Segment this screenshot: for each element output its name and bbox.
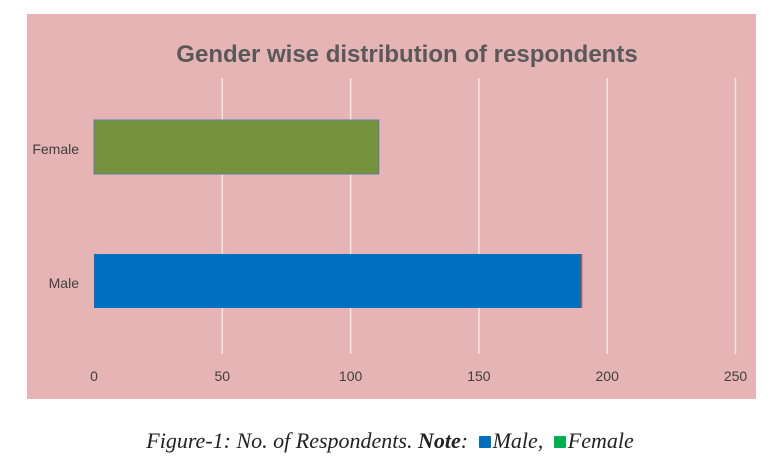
gridlines xyxy=(221,78,737,354)
x-tick-label: 50 xyxy=(215,368,231,384)
legend-swatch-male xyxy=(478,436,491,448)
legend-swatch-female xyxy=(553,436,566,448)
caption-colon: : xyxy=(460,428,469,453)
y-category-label: Female xyxy=(32,141,79,157)
caption-prefix: Figure-1: No. of Respondents. xyxy=(146,428,413,453)
chart-panel: Gender wise distribution of respondents … xyxy=(27,14,756,399)
y-category-label: Male xyxy=(49,275,80,291)
bars xyxy=(93,119,583,308)
legend-label-male: Male xyxy=(492,428,538,453)
axis-labels: 0 50 100 150 200 250 Female Male xyxy=(32,141,747,384)
legend-label-female: Female xyxy=(567,428,634,453)
bar-female xyxy=(93,119,380,175)
x-tick-label: 250 xyxy=(724,368,748,384)
caption-note-label: Note xyxy=(417,428,461,453)
x-tick-label: 0 xyxy=(90,368,98,384)
x-tick-label: 150 xyxy=(467,368,491,384)
legend-separator: , xyxy=(537,428,544,453)
chart-title: Gender wise distribution of respondents xyxy=(176,41,637,68)
figure-caption: Figure-1: No. of Respondents. Note: Male… xyxy=(0,428,780,454)
bar-male xyxy=(94,254,582,308)
x-tick-label: 100 xyxy=(339,368,363,384)
bar-chart: Gender wise distribution of respondents … xyxy=(32,41,747,384)
x-tick-label: 200 xyxy=(596,368,620,384)
